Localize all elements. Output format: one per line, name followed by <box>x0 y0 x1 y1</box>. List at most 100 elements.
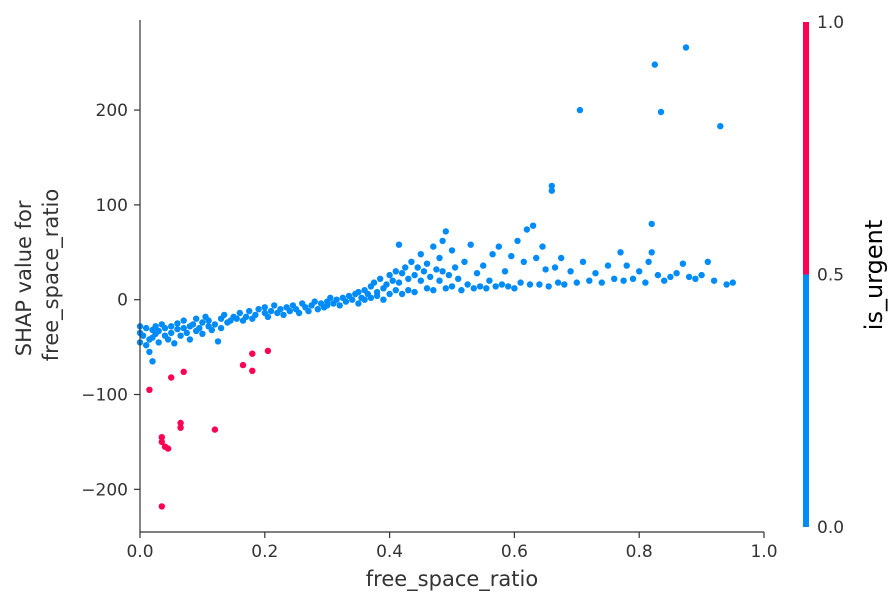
data-point <box>651 61 658 68</box>
data-point <box>517 279 524 286</box>
data-point <box>554 279 562 286</box>
y-tick-label: 0 <box>117 291 128 311</box>
data-point <box>411 271 418 279</box>
data-point <box>470 285 477 292</box>
data-point <box>392 268 399 275</box>
data-point <box>211 321 219 328</box>
x-tick-label: 1.0 <box>750 542 777 562</box>
data-point <box>698 271 705 279</box>
data-point <box>611 275 618 282</box>
data-point <box>233 315 240 322</box>
data-point <box>498 281 506 288</box>
data-point <box>439 268 446 275</box>
data-point <box>383 281 390 288</box>
data-point <box>558 254 565 262</box>
data-point <box>408 258 415 265</box>
data-point <box>189 321 197 328</box>
data-point <box>661 277 668 284</box>
data-point-urgent <box>177 419 184 427</box>
data-point <box>255 306 262 313</box>
data-point <box>514 237 521 245</box>
data-point <box>261 304 268 311</box>
data-point <box>673 270 680 277</box>
y-tick-label: −200 <box>81 480 128 500</box>
data-point <box>314 306 321 313</box>
data-point <box>545 283 552 290</box>
data-point <box>177 332 184 339</box>
data-point <box>143 342 150 349</box>
y-axis-ticks: −200 −100 0 100 200 <box>81 101 140 500</box>
data-point <box>551 264 559 271</box>
data-point <box>682 44 690 51</box>
data-point <box>342 298 350 305</box>
data-point <box>654 271 662 279</box>
data-point <box>174 320 181 327</box>
data-points <box>136 44 736 510</box>
data-point <box>155 339 162 346</box>
data-point <box>405 287 412 294</box>
colorbar-label: is_urgent <box>860 220 888 330</box>
data-point <box>685 273 693 281</box>
data-point <box>327 294 334 301</box>
colorbar-tick-label: 1.0 <box>817 13 844 33</box>
x-tick-label: 0.2 <box>251 542 278 562</box>
data-point <box>623 262 630 269</box>
data-point <box>417 277 424 284</box>
y-tick-label: 100 <box>96 196 128 216</box>
data-point <box>417 251 424 258</box>
data-point <box>520 258 527 265</box>
data-point <box>305 307 312 315</box>
data-point <box>539 243 546 250</box>
data-point <box>208 326 215 334</box>
data-point <box>139 332 147 339</box>
data-point <box>168 323 175 330</box>
colorbar-ticks: 0.0 0.5 1.0 <box>817 13 844 538</box>
data-point <box>692 275 699 282</box>
data-point <box>464 281 471 288</box>
data-point <box>143 324 150 332</box>
data-point <box>336 302 343 309</box>
data-point <box>710 277 718 284</box>
data-point <box>704 258 711 265</box>
data-point <box>367 294 375 301</box>
data-point <box>486 277 493 284</box>
data-point <box>430 287 437 294</box>
data-point <box>717 123 724 130</box>
data-point <box>586 277 593 284</box>
data-point-urgent <box>158 438 165 446</box>
data-point <box>149 358 156 365</box>
data-point <box>573 279 580 286</box>
data-point <box>657 108 665 116</box>
data-point <box>161 324 169 332</box>
data-point <box>629 275 637 282</box>
data-point <box>561 281 568 288</box>
data-point <box>411 288 418 296</box>
data-point-urgent <box>249 367 256 374</box>
data-point <box>455 275 462 282</box>
x-axis-label: free_space_ratio <box>366 567 538 592</box>
data-point <box>458 287 465 294</box>
data-point <box>433 266 440 273</box>
data-point-urgent <box>158 434 165 441</box>
data-point <box>395 279 403 286</box>
data-point-urgent <box>239 361 247 369</box>
data-point <box>380 296 387 303</box>
data-point <box>311 298 318 305</box>
colorbar <box>803 22 809 527</box>
data-point <box>398 290 406 298</box>
data-point <box>642 279 649 286</box>
data-point <box>333 296 340 303</box>
data-point <box>427 273 434 281</box>
data-point <box>423 260 431 267</box>
data-point-urgent <box>264 347 272 355</box>
data-point <box>386 271 393 279</box>
data-point <box>476 283 484 290</box>
y-axis-label-line-2: free_space_ratio <box>39 189 64 361</box>
data-point-urgent <box>158 503 165 510</box>
data-point <box>246 307 253 315</box>
data-point <box>373 292 381 300</box>
data-point <box>636 268 643 275</box>
data-point <box>361 296 368 303</box>
data-point <box>492 283 499 290</box>
data-point <box>370 279 378 286</box>
